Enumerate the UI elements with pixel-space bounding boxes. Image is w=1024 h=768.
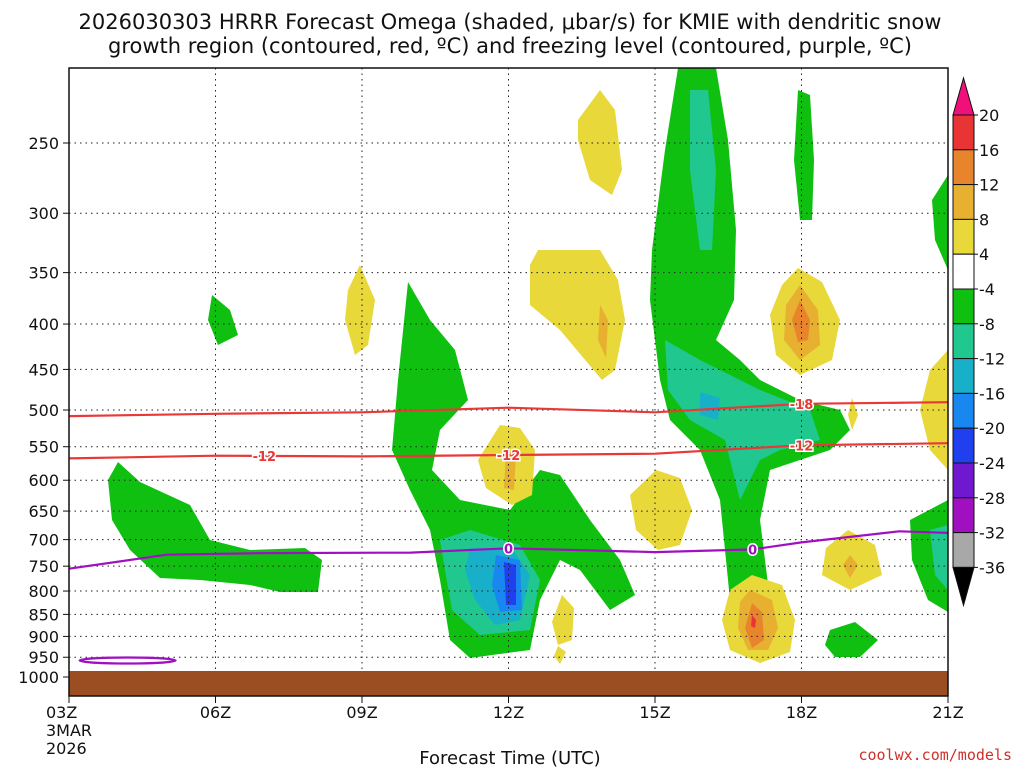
omega-region-yellow (345, 265, 375, 355)
y-tick-label: 900 (28, 627, 59, 646)
colorbar-bottom-arrow (952, 566, 975, 608)
y-tick-label: 600 (28, 471, 59, 490)
omega-region-teal (690, 90, 716, 250)
omega-shading (108, 68, 948, 664)
x-tick-label: 18Z (786, 703, 817, 722)
y-tick-label: 1000 (18, 668, 59, 687)
omega-region-yellow (552, 595, 574, 645)
chart-title-line2: growth region (contoured, red, ºC) and f… (108, 34, 912, 58)
x-tick-year: 2026 (46, 739, 87, 758)
colorbar-label: -16 (979, 384, 1005, 403)
x-tick-label: 03Z (46, 703, 77, 722)
colorbar-label: -8 (979, 315, 995, 334)
colorbar-swatch (952, 358, 975, 394)
omega-region-green (208, 295, 238, 345)
omega-region-yellow (530, 250, 625, 380)
colorbar: 20 16 12 8 4 -4 -8 -12 -16 -20 -24 -28 -32 -36 (952, 76, 1005, 608)
y-tick-label: 800 (28, 582, 59, 601)
omega-region-teal (665, 340, 820, 500)
omega-region-green (794, 90, 814, 220)
colorbar-swatch (952, 184, 975, 220)
dgz-lower-contour-label: -12 (253, 450, 277, 465)
grid (69, 68, 948, 696)
colorbar-label: 20 (979, 106, 999, 125)
colorbar-swatch (952, 497, 975, 534)
colorbar-label: -28 (979, 489, 1005, 508)
y-tick-label: 950 (28, 648, 59, 667)
colorbar-label: -20 (979, 419, 1005, 438)
colorbar-swatch (952, 288, 975, 325)
y-tick-label: 300 (28, 204, 59, 223)
colorbar-swatch (952, 462, 975, 499)
y-tick-label: 850 (28, 605, 59, 624)
dgz-upper-contour-label: -18 (790, 398, 814, 413)
colorbar-label: 4 (979, 245, 989, 264)
freezing-level-contour-label: 0 (504, 542, 513, 557)
dgz-upper-contour (68, 401, 949, 418)
ground-surface (69, 671, 948, 696)
x-tick-label: 09Z (346, 703, 377, 722)
x-tick-label: 12Z (493, 703, 524, 722)
freezing-level-contour-label: 0 (748, 543, 757, 558)
y-tick-label: 700 (28, 531, 59, 550)
colorbar-swatch (952, 149, 975, 186)
omega-region-yellow (630, 470, 692, 550)
colorbar-label: -12 (979, 350, 1005, 369)
colorbar-swatch (952, 323, 975, 360)
colorbar-label: 12 (979, 176, 999, 195)
omega-region-green (825, 622, 878, 657)
colorbar-swatch (952, 427, 975, 464)
freezing-level-closed-contour (78, 656, 177, 665)
omega-region-green (932, 175, 948, 270)
omega-region-yellow (578, 90, 622, 195)
y-axis: 250 300 350 400 450 500 550 600 650 700 750 800 850 9… (18, 134, 69, 687)
omega-region-teal (930, 525, 948, 590)
y-tick-label: 400 (28, 315, 59, 334)
y-tick-label: 450 (28, 360, 59, 379)
omega-region-darkblue (504, 562, 516, 605)
y-tick-label: 500 (28, 401, 59, 420)
colorbar-label: 8 (979, 210, 989, 229)
colorbar-top-arrow (952, 76, 975, 116)
colorbar-swatch (952, 253, 975, 290)
colorbar-swatch (952, 218, 975, 255)
colorbar-label: -24 (979, 454, 1005, 473)
y-tick-label: 650 (28, 502, 59, 521)
x-tick-label: 06Z (200, 703, 231, 722)
contours: -18 -12 -12 -12 0 0 (68, 396, 949, 665)
colorbar-label: 16 (979, 141, 999, 160)
colorbar-swatch (952, 114, 975, 151)
colorbar-swatch (952, 532, 975, 568)
dgz-lower-contour-label: -12 (790, 439, 814, 454)
x-tick-date: 3MAR (46, 721, 92, 740)
x-axis-label: Forecast Time (UTC) (419, 748, 600, 768)
omega-region-cyan (700, 392, 720, 420)
x-tick-label: 21Z (932, 703, 963, 722)
dgz-lower-contour-label: -12 (497, 449, 521, 464)
omega-region-orange (504, 450, 516, 490)
y-tick-label: 750 (28, 557, 59, 576)
colorbar-label: -4 (979, 280, 995, 299)
y-tick-label: 550 (28, 438, 59, 457)
omega-region-yellow (554, 646, 566, 664)
colorbar-label: -36 (979, 558, 1005, 577)
omega-region-yellow (920, 350, 948, 470)
y-tick-label: 350 (28, 264, 59, 283)
omega-region-green (108, 462, 322, 592)
omega-region-yellow (848, 398, 858, 430)
freezing-level-contour (68, 530, 949, 570)
colorbar-label: -32 (979, 524, 1005, 543)
chart-title-line1: 2026030303 HRRR Forecast Omega (shaded, … (79, 10, 942, 34)
dgz-lower-contour (68, 442, 949, 460)
omega-region-orange (598, 305, 608, 358)
colorbar-swatch (952, 392, 975, 429)
x-tick-label: 15Z (639, 703, 670, 722)
y-tick-label: 250 (28, 134, 59, 153)
omega-region-red (751, 615, 756, 628)
credit-text: coolwx.com/models (858, 746, 1012, 764)
